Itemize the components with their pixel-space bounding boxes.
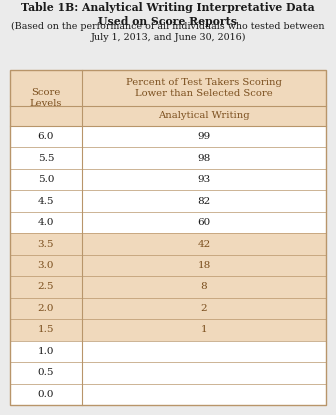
Text: 4.5: 4.5 (38, 197, 54, 205)
Text: 2.0: 2.0 (38, 304, 54, 313)
Text: 2: 2 (201, 304, 207, 313)
Bar (10, 70, 326, 405)
Text: 0.5: 0.5 (38, 368, 54, 377)
Text: Percent of Test Takers Scoring
Lower than Selected Score: Percent of Test Takers Scoring Lower tha… (126, 78, 282, 98)
Text: 18: 18 (197, 261, 211, 270)
Text: 5.0: 5.0 (38, 175, 54, 184)
Bar (10, 319, 326, 341)
Text: 0.0: 0.0 (38, 390, 54, 399)
Bar (10, 70, 326, 405)
Text: 3.5: 3.5 (38, 239, 54, 249)
Text: 4.0: 4.0 (38, 218, 54, 227)
Text: 3.0: 3.0 (38, 261, 54, 270)
Text: 82: 82 (197, 197, 211, 205)
Text: Score
Levels: Score Levels (30, 88, 62, 108)
Text: 1.0: 1.0 (38, 347, 54, 356)
Bar (10, 70, 326, 106)
Text: 5.5: 5.5 (38, 154, 54, 163)
Text: 1.5: 1.5 (38, 325, 54, 334)
Text: Table 1B: Analytical Writing Interpretative Data
Used on Score Reports: Table 1B: Analytical Writing Interpretat… (21, 2, 315, 27)
Bar (10, 298, 326, 319)
Text: 8: 8 (201, 283, 207, 291)
Text: 98: 98 (197, 154, 211, 163)
Text: Analytical Writing: Analytical Writing (158, 112, 250, 120)
Text: 1: 1 (201, 325, 207, 334)
Text: 42: 42 (197, 239, 211, 249)
Bar (10, 233, 326, 255)
Text: 2.5: 2.5 (38, 283, 54, 291)
Bar (10, 276, 326, 298)
Text: 6.0: 6.0 (38, 132, 54, 141)
Text: (Based on the performance of all individuals who tested between
July 1, 2013, an: (Based on the performance of all individ… (11, 22, 325, 42)
Bar (10, 255, 326, 276)
Text: 93: 93 (197, 175, 211, 184)
Text: 99: 99 (197, 132, 211, 141)
Bar (10, 106, 326, 126)
Text: 60: 60 (197, 218, 211, 227)
